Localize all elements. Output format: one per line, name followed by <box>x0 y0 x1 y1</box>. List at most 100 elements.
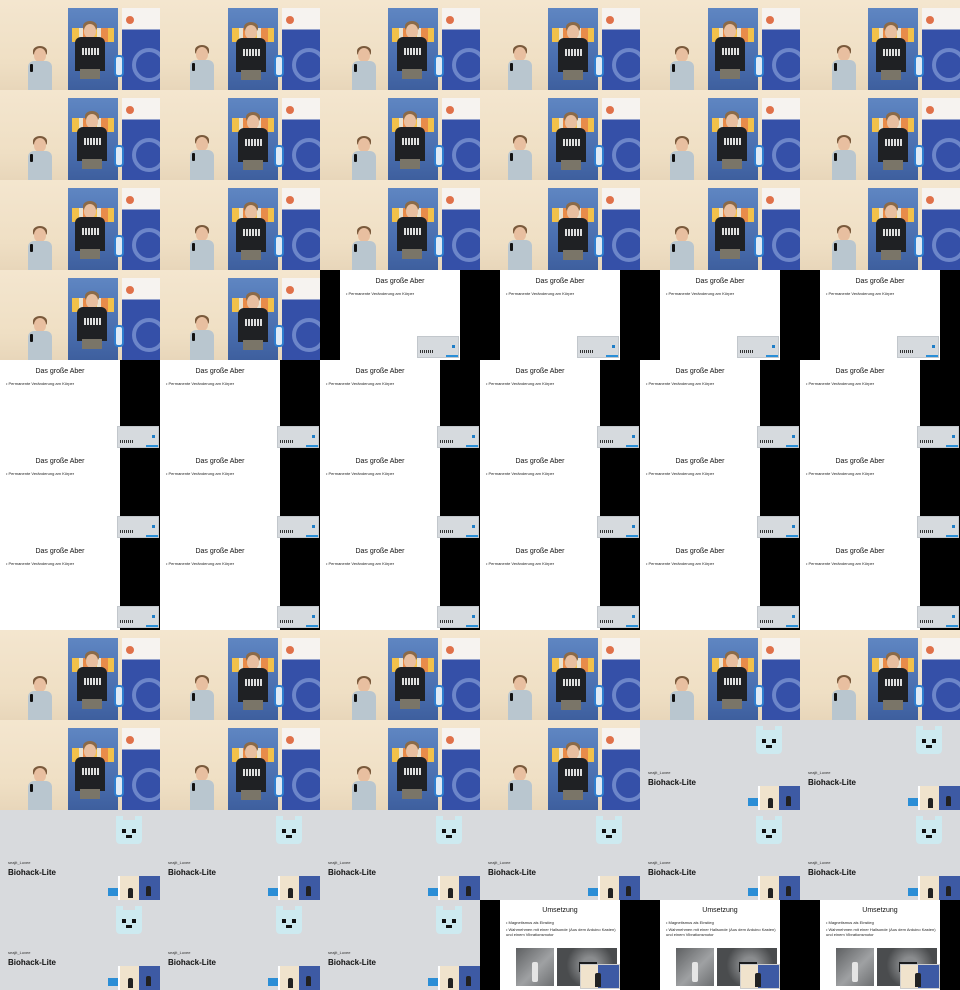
microphone-icon <box>834 153 837 161</box>
speaker-camera-inset <box>277 426 319 448</box>
bear-icon <box>276 816 302 844</box>
slide-bullet: • Wahrnehmen mit einer Hallsonde (Aus de… <box>826 927 936 937</box>
microphone-icon <box>192 783 195 791</box>
hoodie-print <box>883 229 901 236</box>
inset-icon <box>792 435 795 438</box>
card-kicker: seajit_Luxee <box>808 860 831 865</box>
inset-person <box>928 798 933 808</box>
microphone-icon <box>510 243 513 251</box>
banner-stand <box>114 235 124 257</box>
head <box>358 228 370 242</box>
camera-inset <box>918 786 960 810</box>
chat-bubble-icon <box>268 888 278 896</box>
inset-icon <box>792 525 795 528</box>
head <box>84 744 96 758</box>
event-banner-right <box>922 98 960 180</box>
bear-icon <box>756 816 782 844</box>
slide-bullet: • Permanente Veränderung am Körper <box>166 381 235 386</box>
hoodie-print <box>565 49 583 56</box>
bear-eye <box>122 919 126 923</box>
microphone-icon <box>510 63 513 71</box>
speaker-camera-inset <box>117 606 159 628</box>
legs <box>883 160 903 170</box>
event-banner-right <box>442 638 480 720</box>
hoodie-print <box>245 319 263 326</box>
banner-logo <box>446 736 454 744</box>
banner-logo <box>286 196 294 204</box>
hoodie-print <box>243 769 261 776</box>
chat-bubble-icon <box>748 798 758 806</box>
implementation-slide-frame: Umsetzung • Magnetismus als Einstieg • Wah… <box>480 900 640 990</box>
bear-mouth <box>126 835 132 838</box>
slide-page: Das große Aber • Permanente Veränderung a… <box>480 450 600 540</box>
hoodie-print <box>404 48 422 55</box>
event-banner-right <box>122 728 160 810</box>
head <box>247 115 259 129</box>
head <box>838 47 850 61</box>
slide-page: Das große Aber • Permanente Veränderung a… <box>800 360 920 450</box>
bear-eye <box>282 919 286 923</box>
title-card-frame: seajit_Luxee Biohack-Lite <box>0 810 160 900</box>
slide-frame: Das große Aber • Permanente Veränderung a… <box>160 540 320 630</box>
slide-title: Das große Aber <box>195 458 245 465</box>
head <box>885 25 897 39</box>
bear-icon <box>596 816 622 844</box>
banner-graphic <box>292 318 320 352</box>
microphone-icon <box>834 243 837 251</box>
inset-caption <box>760 440 774 443</box>
speaker-camera-inset <box>577 336 619 358</box>
microphone-icon <box>834 63 837 71</box>
card-kicker: seajit_Luxee <box>808 770 831 775</box>
head <box>726 654 738 668</box>
speaker-camera-inset <box>597 516 639 538</box>
head <box>86 294 98 308</box>
bear-eye <box>772 829 776 833</box>
title-card-frame: seajit_Luxee Biohack-Lite <box>480 810 640 900</box>
slide-title: Das große Aber <box>675 548 725 555</box>
inset-bar <box>146 445 158 447</box>
legs <box>563 790 583 800</box>
microphone-icon <box>30 334 33 342</box>
event-banner-right <box>282 728 320 810</box>
slide-frame: Das große Aber • Permanente Veränderung a… <box>480 270 640 360</box>
banner-graphic <box>132 228 160 262</box>
banner-stand <box>434 235 444 257</box>
slide-page: Das große Aber • Permanente Veränderung a… <box>640 450 760 540</box>
slide-bullet: • Permanente Veränderung am Körper <box>666 291 735 296</box>
head <box>358 48 370 62</box>
inset-icon <box>632 435 635 438</box>
head <box>86 654 98 668</box>
head <box>34 768 46 782</box>
event-banner-right <box>282 638 320 720</box>
inset-bar <box>786 625 798 627</box>
inset-caption <box>900 350 914 353</box>
implementation-slide-frame: Umsetzung • Magnetismus als Einstieg • Wah… <box>640 900 800 990</box>
inset-caption <box>440 440 454 443</box>
slide-bullet: • Magnetismus als Einstieg <box>826 920 874 925</box>
head <box>34 138 46 152</box>
banner-graphic <box>292 678 320 712</box>
inset-caption <box>920 620 934 623</box>
banner-logo <box>126 196 134 204</box>
legs <box>720 69 740 79</box>
banner-logo <box>926 196 934 204</box>
head <box>404 654 416 668</box>
bear-mouth <box>286 925 292 928</box>
slide-frame: Das große Aber • Permanente Veränderung a… <box>160 360 320 450</box>
bear-eye <box>442 919 446 923</box>
bear-mouth <box>286 835 292 838</box>
slide-frame: Das große Aber • Permanente Veränderung a… <box>640 270 800 360</box>
speaker-camera-inset <box>117 426 159 448</box>
slide-title: Das große Aber <box>675 458 725 465</box>
banner-stand <box>434 145 444 167</box>
banner-logo <box>926 16 934 24</box>
banner-graphic <box>612 768 640 802</box>
slide-bullet: • Permanente Veränderung am Körper <box>646 561 715 566</box>
head <box>34 228 46 242</box>
inset-icon <box>772 345 775 348</box>
slide-page: Umsetzung • Magnetismus als Einstieg • Wah… <box>820 900 940 990</box>
stage-frame <box>160 270 320 360</box>
inset-bar <box>946 535 958 537</box>
inset-caption <box>580 350 594 353</box>
banner-graphic <box>292 138 320 172</box>
